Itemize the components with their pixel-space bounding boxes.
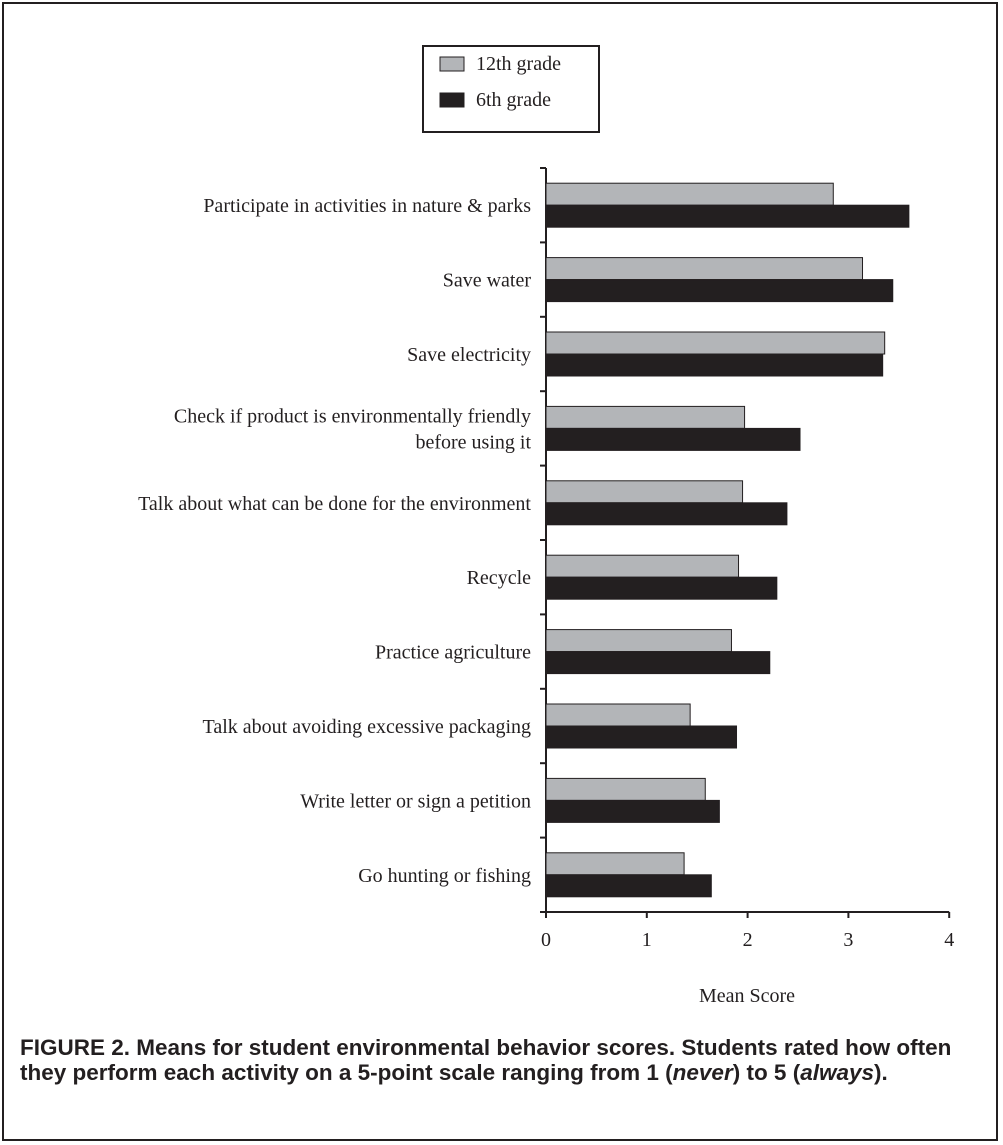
category-label: Talk about avoiding excessive packaging xyxy=(203,716,532,738)
x-tick-label: 2 xyxy=(743,929,753,951)
bar-12th-grade xyxy=(545,182,834,206)
legend-swatch-12th-grade xyxy=(439,56,465,72)
caption-text-end: ). xyxy=(874,1060,888,1085)
x-tick-label: 3 xyxy=(843,929,853,951)
bar-6th-grade xyxy=(545,799,720,823)
category-label: Go hunting or fishing xyxy=(358,865,531,887)
legend-label-12th-grade: 12th grade xyxy=(476,53,561,75)
category-label: Save water xyxy=(443,270,532,292)
category-label: Recycle xyxy=(467,567,532,589)
bar-6th-grade xyxy=(545,725,738,749)
bar-12th-grade xyxy=(545,703,691,727)
x-axis-title: Mean Score xyxy=(699,985,795,1007)
bar-12th-grade xyxy=(545,852,685,876)
legend: 12th grade 6th grade xyxy=(422,45,600,133)
bar-12th-grade xyxy=(545,777,706,801)
bar-6th-grade xyxy=(545,874,712,898)
x-tick-label: 1 xyxy=(642,929,652,951)
caption-never: never xyxy=(672,1060,733,1085)
bar-6th-grade xyxy=(545,353,884,377)
category-label: Write letter or sign a petition xyxy=(300,790,531,812)
bar-6th-grade xyxy=(545,576,778,600)
bar-12th-grade xyxy=(545,629,732,653)
bar-12th-grade xyxy=(545,257,864,281)
bar-chart: 12th grade 6th grade 0 1 2 3 4 Participate in… xyxy=(138,45,954,1007)
bar-6th-grade xyxy=(545,502,788,526)
x-tick-label: 0 xyxy=(541,929,551,951)
plot-area: 0 1 2 3 4 Participate in activities in nature… xyxy=(138,167,954,951)
category-label: Participate in activities in nature & pa… xyxy=(203,195,531,217)
bar-12th-grade xyxy=(545,480,744,504)
caption-text: FIGURE 2. Means for student environmenta… xyxy=(20,1035,952,1085)
legend-label-6th-grade: 6th grade xyxy=(476,89,551,111)
bar-6th-grade xyxy=(545,279,894,303)
category-label: Practice agriculture xyxy=(375,642,531,664)
caption-always: always xyxy=(800,1060,875,1085)
category-label: Talk about what can be done for the envi… xyxy=(138,493,531,515)
bar-6th-grade xyxy=(545,427,801,451)
legend-swatch-6th-grade xyxy=(439,92,465,108)
x-tick-label: 4 xyxy=(944,929,954,951)
category-label: Check if product is environmentally frie… xyxy=(174,405,531,427)
figure-caption: FIGURE 2. Means for student environmenta… xyxy=(20,1035,980,1085)
bar-6th-grade xyxy=(545,204,910,228)
bar-12th-grade xyxy=(545,331,886,355)
bar-12th-grade xyxy=(545,554,740,578)
bar-6th-grade xyxy=(545,651,771,675)
caption-text-between: ) to 5 ( xyxy=(732,1060,801,1085)
category-label: Save electricity xyxy=(407,344,531,366)
bar-12th-grade xyxy=(545,405,746,429)
category-label: before using it xyxy=(415,431,531,453)
